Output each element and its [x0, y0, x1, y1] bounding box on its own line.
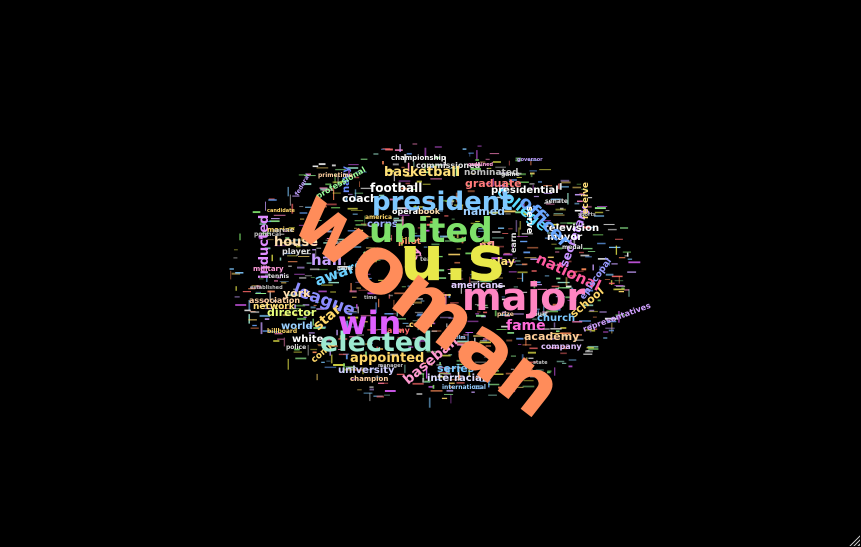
word-association: association: [249, 296, 300, 305]
word-network: network: [253, 302, 296, 312]
word-international: international: [442, 384, 486, 391]
word-cover: cover: [409, 320, 434, 329]
word-york: york: [283, 287, 311, 300]
word-house: house: [274, 235, 318, 250]
word-corps: corps: [367, 219, 398, 230]
word-billboard: billboard: [267, 328, 297, 335]
word-medal: medal: [562, 244, 583, 251]
word-player: player: [282, 247, 310, 256]
word-primetime: primetime: [318, 172, 353, 179]
word-police: police: [286, 344, 306, 351]
word-coach: coach: [342, 192, 378, 205]
word-sports: sports: [578, 212, 596, 218]
word-company: company: [541, 342, 582, 351]
word-academy: academy: [524, 330, 579, 343]
word-ballet: ballet: [337, 266, 354, 272]
word-court: court: [530, 311, 548, 318]
word-basketball: basketball: [384, 165, 460, 180]
word-serve: serve: [524, 206, 534, 234]
word-opera: opera: [392, 207, 418, 216]
word-americans: americans: [451, 281, 503, 291]
word-senate: senate: [545, 198, 568, 205]
word-marine: marine: [267, 226, 295, 234]
word-united: united: [369, 211, 493, 251]
word-series: series: [437, 362, 475, 375]
word-party: party: [332, 240, 348, 246]
word-candidate: candidate: [267, 208, 296, 214]
word-film: film: [455, 335, 466, 341]
word-university: university: [338, 365, 395, 376]
word-time: time: [364, 295, 377, 301]
word-play: play: [489, 255, 515, 268]
word-interracial: interracial: [427, 373, 485, 384]
word-prize: prize: [497, 311, 514, 318]
word-president: president: [372, 187, 513, 217]
word-service: service: [273, 228, 294, 234]
word-political: political: [254, 231, 281, 238]
word-champion: champion: [350, 375, 388, 383]
word-u.s: u.s: [400, 222, 505, 295]
word-appointed: appointed: [350, 351, 424, 366]
word-team: team: [420, 256, 437, 263]
word-hall: hall: [311, 251, 342, 269]
word-championship: championship: [391, 154, 446, 162]
word-army: army: [387, 326, 411, 335]
word-television: television: [544, 223, 599, 234]
word-america: america: [365, 214, 392, 221]
word-presidential: presidential: [491, 185, 559, 196]
word-ordained: ordained: [468, 162, 494, 168]
word-manager: manager: [378, 363, 403, 369]
word-tennis: tennis: [268, 273, 290, 280]
word-established: established: [250, 285, 283, 291]
word-church: church: [537, 313, 575, 324]
word-major: major: [462, 275, 585, 319]
word-inducted: inducted: [257, 215, 272, 279]
word-greek: greek: [363, 250, 383, 257]
word-commissioned: commissioned: [416, 161, 481, 170]
word-graduate: graduate: [465, 177, 522, 190]
word-elected: elected: [320, 327, 432, 358]
word-nominated: nominated: [464, 168, 518, 178]
word-fame: fame: [506, 318, 546, 334]
word-artist: artist: [399, 301, 415, 307]
word-game: game: [501, 171, 520, 178]
word-named: named: [463, 205, 505, 218]
word-director: director: [267, 306, 317, 319]
word-navy: navy: [341, 166, 352, 193]
word-cloud-texture: [229, 143, 641, 408]
word-governor: governor: [517, 157, 543, 163]
word-world: world: [281, 321, 313, 332]
word-state: state: [533, 360, 548, 366]
word-military: military: [253, 265, 284, 273]
word-book: book: [418, 207, 441, 216]
resize-grip-icon[interactable]: [848, 534, 860, 546]
word-receive: receive: [581, 182, 591, 219]
word-nfl: nfl: [479, 239, 495, 252]
word-pilot: pilot: [398, 237, 422, 247]
word-white: white: [292, 334, 324, 345]
word-football: football: [370, 181, 422, 195]
word-earn: earn: [509, 232, 518, 253]
word-mayor: mayor: [547, 232, 582, 243]
word-win: win: [338, 304, 401, 342]
